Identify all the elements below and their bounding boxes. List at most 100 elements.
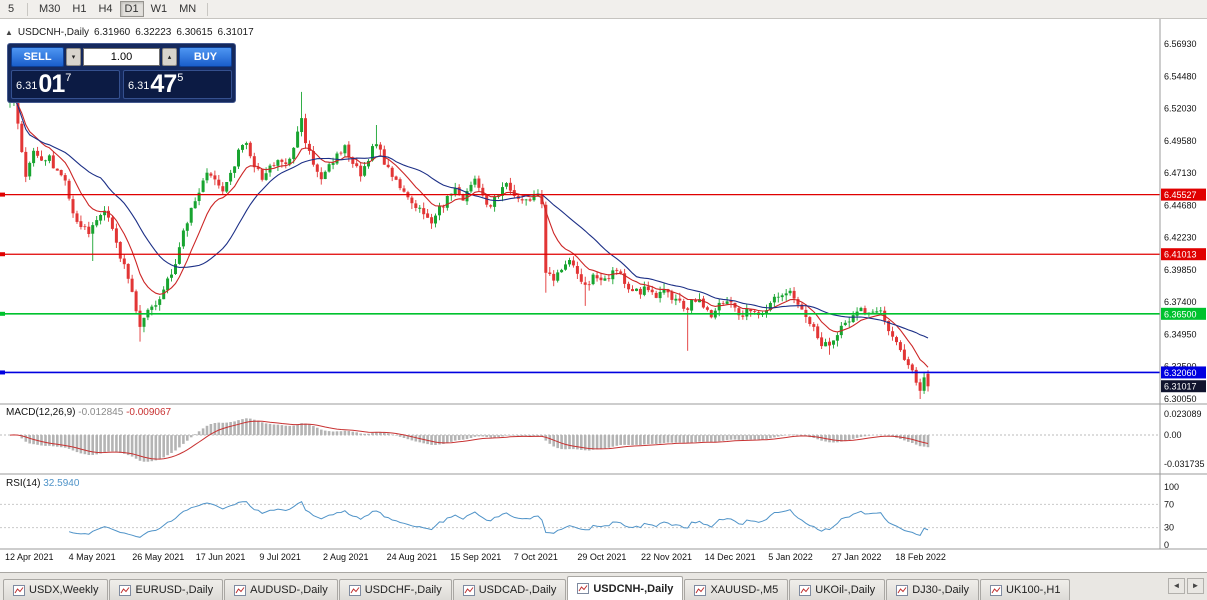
svg-text:6.52030: 6.52030 (1164, 104, 1197, 114)
chart-tab-audusd-daily[interactable]: AUDUSD-,Daily (224, 579, 338, 600)
tab-scroll-left-icon[interactable]: ◄ (1168, 578, 1185, 594)
toolbar-divider (207, 2, 209, 16)
svg-text:6.36500: 6.36500 (1164, 309, 1197, 319)
svg-text:6.32060: 6.32060 (1164, 368, 1197, 378)
volume-decrement-icon[interactable]: ▾ (66, 48, 81, 66)
ask-price-pip-digit: 5 (177, 72, 184, 84)
svg-text:12 Apr 2021: 12 Apr 2021 (5, 552, 54, 562)
timeframe-mn[interactable]: MN (174, 1, 201, 17)
timeframe-w1[interactable]: W1 (146, 1, 173, 17)
ask-price[interactable]: 6.31 47 5 (123, 70, 232, 99)
svg-text:RSI(14) 32.5940: RSI(14) 32.5940 (6, 478, 80, 489)
svg-text:15 Sep 2021: 15 Sep 2021 (450, 552, 501, 562)
svg-text:2 Aug 2021: 2 Aug 2021 (323, 552, 369, 562)
svg-text:6.54480: 6.54480 (1164, 71, 1197, 81)
svg-text:6.45527: 6.45527 (1164, 190, 1197, 200)
chart-tab-icon (13, 584, 25, 596)
chart-tab-xauusd-m5[interactable]: XAUUSD-,M5 (684, 579, 789, 600)
ohlc-high: 6.32223 (135, 27, 172, 38)
ask-price-prefix: 6.31 (128, 80, 150, 92)
svg-text:MACD(12,26,9) -0.012845 -0.009: MACD(12,26,9) -0.012845 -0.009067 (6, 407, 172, 418)
tab-label: USDCHF-,Daily (364, 584, 442, 596)
price-tags-layer[interactable]: 6.45527 6.41013 6.36500 6.32060 6.31017 (1161, 188, 1206, 393)
chart-tab-icon (896, 584, 909, 596)
chart-tab-ukoil-daily[interactable]: UKOil-,Daily (789, 579, 886, 600)
tab-label: UKOil-,Daily (815, 584, 876, 596)
svg-text:6.41013: 6.41013 (1164, 250, 1197, 260)
svg-text:0: 0 (1164, 540, 1169, 550)
horizontal-lines-layer[interactable] (0, 192, 1160, 375)
chart-tab-icon (799, 584, 812, 596)
svg-text:6.37400: 6.37400 (1164, 297, 1197, 307)
svg-text:6.34950: 6.34950 (1164, 329, 1197, 339)
timeframe-d1[interactable]: D1 (119, 1, 144, 17)
svg-text:6.42230: 6.42230 (1164, 233, 1197, 243)
chart-tab-bar: USDX,Weekly EURUSD-,Daily AUDUSD-,Daily … (0, 572, 1207, 600)
chart-window: 6.56930 6.54480 6.52030 6.49580 6.47130 6.446… (0, 19, 1207, 572)
bid-price-prefix: 6.31 (16, 80, 38, 92)
tab-label: USDCAD-,Daily (478, 584, 557, 596)
chart-tab-usdx-weekly[interactable]: USDX,Weekly (3, 579, 109, 600)
svg-text:6.31017: 6.31017 (1164, 382, 1197, 392)
svg-text:6.56930: 6.56930 (1164, 39, 1197, 49)
chart-tab-icon (577, 583, 590, 594)
svg-text:14 Dec 2021: 14 Dec 2021 (705, 552, 756, 562)
chart-tab-icon (694, 584, 707, 596)
svg-text:17 Jun 2021: 17 Jun 2021 (196, 552, 246, 562)
chart-tab-eurusd-daily[interactable]: EURUSD-,Daily (109, 579, 224, 600)
price-axis[interactable]: 6.56930 6.54480 6.52030 6.49580 6.47130 6.446… (1164, 39, 1205, 550)
indicator-headers: MACD(12,26,9) -0.012845 -0.009067 RSI(14)… (6, 407, 172, 489)
svg-text:30: 30 (1164, 523, 1174, 533)
svg-text:4 May 2021: 4 May 2021 (69, 552, 116, 562)
tab-label: AUDUSD-,Daily (250, 584, 328, 596)
timeframe-toolbar: 5 M30 H1 H4 D1 W1 MN (0, 0, 1207, 19)
svg-text:7 Oct 2021: 7 Oct 2021 (514, 552, 558, 562)
bid-price[interactable]: 6.31 01 7 (11, 70, 120, 99)
chart-tab-icon (119, 584, 132, 596)
chart-tab-usdchf-daily[interactable]: USDCHF-,Daily (338, 579, 452, 600)
timeframe-h1[interactable]: H1 (67, 1, 91, 17)
collapse-trade-panel-icon[interactable]: ▲ (5, 28, 13, 37)
moving-averages-layer (9, 96, 929, 368)
svg-text:6.30050: 6.30050 (1164, 394, 1197, 404)
chart-tab-usdcad-daily[interactable]: USDCAD-,Daily (452, 579, 567, 600)
one-click-trade-panel: SELL ▾ ▴ BUY 6.31 01 7 6.31 47 5 (7, 43, 236, 103)
chart-tab-dj30-daily[interactable]: DJ30-,Daily (886, 579, 980, 600)
volume-increment-icon[interactable]: ▴ (162, 48, 177, 66)
chart-tab-icon (348, 584, 361, 596)
svg-text:22 Nov 2021: 22 Nov 2021 (641, 552, 692, 562)
chart-tab-usdcnh-daily[interactable]: USDCNH-,Daily (567, 576, 684, 600)
svg-text:0.00: 0.00 (1164, 430, 1182, 440)
bid-price-big-digits: 01 (38, 70, 65, 98)
svg-text:70: 70 (1164, 499, 1174, 509)
rsi-panel (0, 501, 1160, 538)
svg-text:9 Jul 2021: 9 Jul 2021 (259, 552, 301, 562)
svg-text:27 Jan 2022: 27 Jan 2022 (832, 552, 882, 562)
svg-text:0.023089: 0.023089 (1164, 409, 1202, 419)
volume-input[interactable] (83, 48, 160, 66)
tab-scroll-right-icon[interactable]: ► (1187, 578, 1204, 594)
svg-text:24 Aug 2021: 24 Aug 2021 (387, 552, 438, 562)
chart-canvas[interactable]: 6.56930 6.54480 6.52030 6.49580 6.47130 6.446… (0, 19, 1207, 572)
tab-label: XAUUSD-,M5 (710, 584, 779, 596)
chart-tab-uk100-h1[interactable]: UK100-,H1 (980, 579, 1071, 600)
panel-separators[interactable] (0, 19, 1207, 550)
svg-text:29 Oct 2021: 29 Oct 2021 (577, 552, 626, 562)
svg-text:18 Feb 2022: 18 Feb 2022 (895, 552, 946, 562)
time-axis[interactable]: 12 Apr 2021 4 May 2021 26 May 2021 17 Jun 2… (5, 552, 946, 562)
ask-price-big-digits: 47 (150, 70, 177, 98)
svg-text:26 May 2021: 26 May 2021 (132, 552, 184, 562)
macd-panel (0, 418, 1160, 462)
chart-ohlc-header: ▲ USDCNH-,Daily 6.31960 6.32223 6.30615 … (5, 27, 254, 38)
chart-tab-icon (990, 584, 1003, 596)
timeframe-m5[interactable]: 5 (1, 1, 21, 17)
buy-button[interactable]: BUY (179, 47, 232, 67)
ohlc-low: 6.30615 (176, 27, 213, 38)
timeframe-m30[interactable]: M30 (34, 1, 65, 17)
tab-label: UK100-,H1 (1006, 584, 1061, 596)
tab-label: USDX,Weekly (29, 584, 99, 596)
sell-button[interactable]: SELL (11, 47, 64, 67)
svg-text:100: 100 (1164, 482, 1179, 492)
timeframe-h4[interactable]: H4 (93, 1, 117, 17)
